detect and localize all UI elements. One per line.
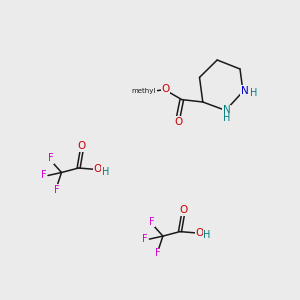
Text: F: F (155, 248, 160, 258)
Text: F: F (48, 153, 53, 164)
Text: methyl: methyl (132, 88, 156, 94)
Text: F: F (149, 217, 154, 227)
Text: O: O (179, 205, 187, 215)
Text: H: H (203, 230, 211, 241)
Text: O: O (195, 227, 203, 238)
Text: F: F (41, 170, 46, 181)
Text: H: H (102, 167, 109, 177)
Text: N: N (223, 105, 231, 116)
Text: O: O (174, 117, 182, 127)
Text: F: F (142, 234, 148, 244)
Text: O: O (77, 141, 86, 152)
Text: O: O (161, 84, 170, 94)
Text: O: O (94, 164, 102, 174)
Text: F: F (54, 184, 59, 195)
Text: H: H (224, 113, 231, 123)
Text: N: N (241, 86, 249, 96)
Text: H: H (250, 88, 257, 98)
